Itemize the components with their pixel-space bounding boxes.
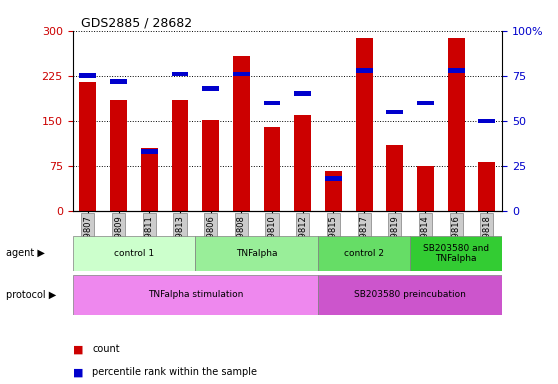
Bar: [410, 236, 502, 271]
Bar: [417, 101, 434, 105]
Bar: [110, 79, 127, 84]
Bar: [233, 72, 250, 76]
Bar: [195, 236, 318, 271]
Bar: [325, 176, 342, 181]
Text: ■: ■: [73, 344, 83, 354]
Bar: [141, 149, 158, 154]
Bar: [171, 72, 189, 76]
Text: count: count: [92, 344, 120, 354]
Bar: [386, 109, 403, 114]
Bar: [110, 100, 127, 211]
Bar: [79, 73, 97, 78]
Bar: [478, 119, 496, 123]
Bar: [263, 127, 281, 211]
Text: agent ▶: agent ▶: [6, 248, 45, 258]
Bar: [318, 275, 502, 315]
Text: ■: ■: [73, 367, 83, 377]
Bar: [386, 145, 403, 211]
Bar: [263, 101, 281, 105]
Text: SB203580 and
TNFalpha: SB203580 and TNFalpha: [423, 244, 489, 263]
Text: control 2: control 2: [344, 249, 384, 258]
Text: TNFalpha stimulation: TNFalpha stimulation: [148, 290, 243, 299]
Bar: [478, 162, 496, 211]
Text: percentile rank within the sample: percentile rank within the sample: [92, 367, 257, 377]
Text: SB203580 preincubation: SB203580 preincubation: [354, 290, 466, 299]
Bar: [355, 68, 373, 73]
Bar: [73, 236, 195, 271]
Bar: [171, 100, 189, 211]
Bar: [294, 115, 311, 211]
Bar: [355, 38, 373, 211]
Bar: [448, 68, 465, 73]
Text: protocol ▶: protocol ▶: [6, 290, 56, 300]
Bar: [294, 91, 311, 96]
Bar: [448, 38, 465, 211]
Bar: [202, 120, 219, 211]
Bar: [202, 86, 219, 91]
Bar: [73, 275, 318, 315]
Bar: [318, 236, 410, 271]
Bar: [141, 148, 158, 211]
Bar: [233, 56, 250, 211]
Bar: [417, 166, 434, 211]
Text: control 1: control 1: [114, 249, 154, 258]
Bar: [325, 171, 342, 211]
Text: GDS2885 / 28682: GDS2885 / 28682: [81, 17, 193, 30]
Text: TNFalpha: TNFalpha: [236, 249, 277, 258]
Bar: [79, 82, 97, 211]
